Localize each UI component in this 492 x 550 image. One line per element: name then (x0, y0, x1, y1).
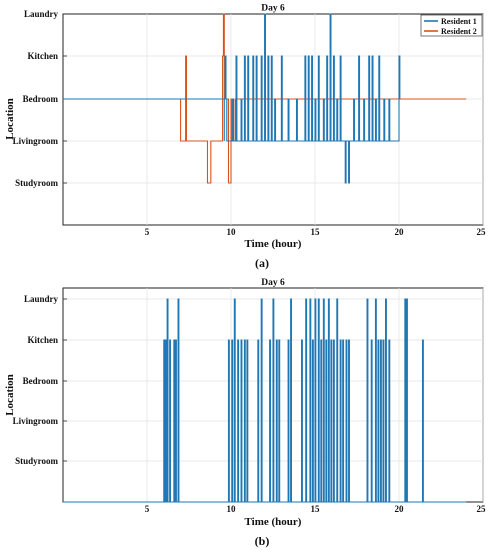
panel-b-ytick-studyroom: Studyroom (15, 456, 58, 466)
panel-b-series-line-1 (63, 298, 467, 503)
panel-a-plot-area (62, 13, 484, 226)
panel-a-ytick-laundry: Laundry (24, 9, 59, 19)
panel-a-xtick-15: 15 (311, 227, 321, 237)
panel-a-ytick-kitchen: Kitchen (28, 51, 59, 61)
panel-a-ylabel: Location (4, 98, 16, 140)
panel-b-title: Day 6 (261, 278, 285, 288)
panel-a-ytick-livingroom: Livingroom (13, 136, 59, 146)
legend-label-resident-2: Resident 2 (441, 27, 477, 36)
panel-b-ytick-kitchen: Kitchen (28, 335, 59, 345)
panel-a-series-line-1 (63, 13, 401, 184)
panel-a-xtick-10: 10 (227, 227, 237, 237)
panel-a-series-line-2 (63, 13, 467, 184)
panel-b-xtick-15: 15 (311, 504, 321, 514)
panel-a-title: Day 6 (261, 4, 285, 14)
panel-a-series (63, 13, 467, 184)
panel-b-ytick-bedroom: Bedroom (23, 376, 59, 386)
panel-a-xtick-5: 5 (145, 227, 150, 237)
panel-b-ytick-livingroom: Livingroom (13, 416, 59, 426)
panel-b-series (63, 298, 467, 503)
panel-b-ytick-laundry: Laundry (24, 294, 59, 304)
panel-b-xlabel: Time (hour) (245, 516, 302, 528)
panel-a-caption: (a) (255, 256, 269, 270)
panel-b-ylabel: Location (4, 374, 16, 416)
panel-b-xtick-20: 20 (395, 504, 405, 514)
legend-label-resident-1: Resident 1 (441, 17, 477, 26)
panel-a-chart: Day 6 Laundry Kitchen Bedroom Livingroom… (4, 4, 486, 271)
panel-a-xtick-25: 25 (477, 227, 487, 237)
legend: Resident 1 Resident 2 (420, 14, 483, 37)
panel-a-xtick-20: 20 (395, 227, 405, 237)
panel-b-xtick-25: 25 (477, 504, 487, 514)
panel-b-caption: (b) (255, 534, 270, 548)
panel-b-xtick-5: 5 (145, 504, 150, 514)
panel-a-ytick-bedroom: Bedroom (23, 94, 59, 104)
panel-b-chart: Day 6 Laundry Kitchen Bedroom Livingroom… (4, 278, 486, 548)
panel-a-xlabel: Time (hour) (245, 238, 302, 250)
panel-a-ytick-studyroom: Studyroom (15, 178, 58, 188)
panel-b-xtick-10: 10 (227, 504, 237, 514)
